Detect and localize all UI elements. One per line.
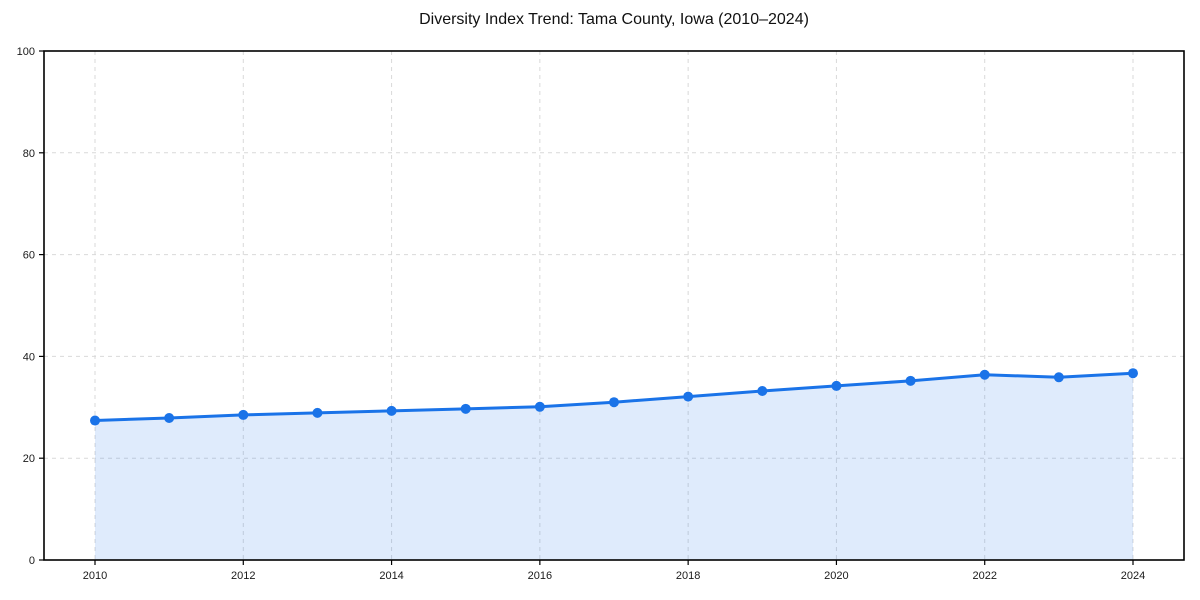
data-point-2022 [979, 369, 990, 380]
x-tick-label: 2022 [972, 570, 996, 582]
data-point-2017 [609, 397, 619, 408]
x-tick-label: 2024 [1121, 570, 1145, 582]
y-tick-label: 0 [29, 555, 35, 567]
y-tick-label: 20 [23, 453, 35, 465]
plot-border [43, 50, 1185, 561]
data-point-2015 [460, 403, 471, 414]
y-tick-label: 80 [23, 148, 35, 160]
data-point-2013 [312, 407, 323, 418]
x-tick-label: 2014 [379, 570, 403, 582]
y-tick-label: 100 [17, 46, 35, 58]
x-tick-label: 2018 [676, 570, 700, 582]
x-tick-label: 2016 [528, 570, 552, 582]
data-point-2018 [683, 391, 694, 402]
x-tick-label: 2012 [231, 570, 255, 582]
data-point-2016 [534, 401, 545, 412]
data-point-2014 [386, 405, 397, 416]
x-tick-label: 2010 [83, 570, 107, 582]
data-point-2019 [757, 386, 768, 397]
data-point-2010 [90, 415, 100, 426]
y-tick-label: 60 [23, 250, 35, 262]
chart-title: Diversity Index Trend: Tama County, Iowa… [419, 11, 809, 28]
data-point-2021 [905, 375, 916, 386]
y-tick-label: 40 [23, 351, 35, 363]
data-point-2012 [238, 409, 249, 420]
data-point-2020 [831, 380, 842, 391]
data-point-2023 [1053, 372, 1064, 383]
data-point-2024 [1128, 368, 1138, 379]
data-point-2011 [164, 412, 175, 423]
x-tick-label: 2020 [824, 570, 848, 582]
series-area-fill [95, 373, 1133, 560]
